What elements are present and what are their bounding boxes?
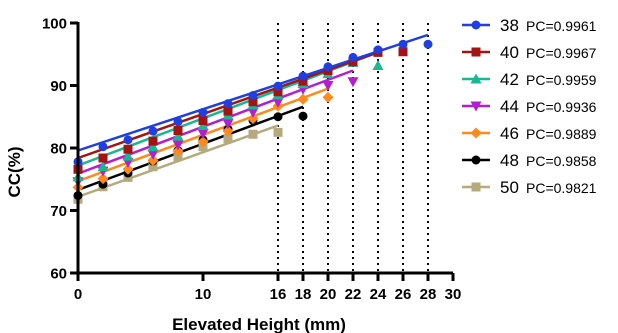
y-tick-label: 80 xyxy=(50,141,67,158)
x-tick-label: 24 xyxy=(370,286,387,303)
point-38 xyxy=(273,81,283,91)
point-44 xyxy=(147,149,159,160)
legend: 38 PC=0.9961 40 PC=0.9967 42 PC=0.9959 44 PC=0.… xyxy=(462,16,597,197)
legend-label-48: 48 xyxy=(500,151,519,170)
point-48 xyxy=(273,112,283,122)
point-40 xyxy=(173,126,183,135)
x-tick-label: 22 xyxy=(345,286,362,303)
point-44 xyxy=(172,140,184,151)
point-46 xyxy=(322,91,334,103)
legend-label-38: 38 xyxy=(500,16,519,35)
point-38 xyxy=(98,142,108,152)
y-tick-label: 100 xyxy=(42,16,67,33)
fit-line-48 xyxy=(77,105,304,192)
point-48 xyxy=(98,179,108,189)
legend-marker-50 xyxy=(471,182,481,192)
point-50 xyxy=(273,127,283,137)
point-40 xyxy=(298,76,308,86)
point-44 xyxy=(272,97,284,108)
legend-label-50: 50 xyxy=(500,178,519,197)
point-48 xyxy=(298,111,308,121)
legend-pc-38: PC=0.9961 xyxy=(526,18,597,34)
axes: 60 70 80 90 100 0 10 16 18 20 22 24 26 28 30 xyxy=(42,16,461,304)
point-42 xyxy=(172,130,184,141)
legend-pc-44: PC=0.9936 xyxy=(526,99,597,115)
point-46 xyxy=(297,93,309,105)
legend-pc-50: PC=0.9821 xyxy=(526,180,597,196)
point-38 xyxy=(223,99,233,109)
point-38 xyxy=(123,135,133,145)
legend-label-40: 40 xyxy=(500,43,519,62)
legend-label-42: 42 xyxy=(500,70,519,89)
y-tick-label: 90 xyxy=(50,78,67,95)
point-44 xyxy=(347,77,359,88)
point-38 xyxy=(423,39,433,49)
legend-pc-42: PC=0.9959 xyxy=(526,72,597,88)
point-42 xyxy=(372,60,384,70)
y-tick-label: 70 xyxy=(50,203,67,220)
point-46 xyxy=(222,125,234,137)
point-38 xyxy=(398,39,408,49)
point-42 xyxy=(97,161,109,172)
x-tick-label: 26 xyxy=(395,286,412,303)
legend-marker-48 xyxy=(471,155,481,165)
legend-marker-38 xyxy=(471,20,481,30)
point-42 xyxy=(147,141,159,152)
point-50 xyxy=(248,129,258,139)
point-50 xyxy=(148,162,158,172)
point-38 xyxy=(173,117,183,127)
point-38 xyxy=(298,71,308,81)
legend-label-46: 46 xyxy=(500,124,519,143)
point-44 xyxy=(322,81,334,91)
legend-pc-48: PC=0.9858 xyxy=(526,153,597,169)
point-46 xyxy=(197,136,209,148)
point-40 xyxy=(148,136,158,146)
point-40 xyxy=(398,47,408,57)
y-axis-label: CC(%) xyxy=(5,147,24,198)
x-tick-label: 18 xyxy=(295,286,312,303)
x-tick-label: 28 xyxy=(420,286,437,303)
point-50 xyxy=(173,152,183,162)
x-tick-label: 16 xyxy=(270,286,287,303)
point-46 xyxy=(97,173,109,185)
x-tick-label: 20 xyxy=(320,286,337,303)
point-38 xyxy=(198,107,208,117)
x-axis-label: Elevated Height (mm) xyxy=(172,315,346,333)
point-38 xyxy=(373,45,383,55)
legend-marker-40 xyxy=(471,47,481,57)
point-40 xyxy=(198,116,208,125)
fit-line-44 xyxy=(77,69,354,175)
legend-label-44: 44 xyxy=(500,97,519,116)
y-tick-label: 60 xyxy=(50,266,67,283)
point-40 xyxy=(223,106,233,116)
point-40 xyxy=(273,87,283,97)
point-40 xyxy=(248,97,258,107)
point-46 xyxy=(147,155,159,166)
point-38 xyxy=(323,62,333,72)
point-44 xyxy=(197,129,209,140)
point-38 xyxy=(348,52,358,62)
point-44 xyxy=(222,119,234,130)
x-tick-label: 0 xyxy=(74,286,82,303)
point-40 xyxy=(98,153,108,163)
point-44 xyxy=(247,107,259,118)
point-46 xyxy=(122,163,134,175)
x-tick-label: 10 xyxy=(195,286,212,303)
legend-marker-46 xyxy=(470,127,482,139)
legend-marker-42 xyxy=(470,73,482,84)
point-38 xyxy=(148,126,158,136)
point-40 xyxy=(123,144,133,154)
point-42 xyxy=(122,150,134,161)
point-50 xyxy=(223,134,233,144)
legend-pc-40: PC=0.9967 xyxy=(526,45,597,61)
point-46 xyxy=(172,145,184,157)
legend-marker-44 xyxy=(470,101,482,112)
point-46 xyxy=(247,113,259,125)
point-38 xyxy=(248,91,258,100)
legend-pc-46: PC=0.9889 xyxy=(526,126,597,142)
x-tick-label: 30 xyxy=(445,286,462,303)
